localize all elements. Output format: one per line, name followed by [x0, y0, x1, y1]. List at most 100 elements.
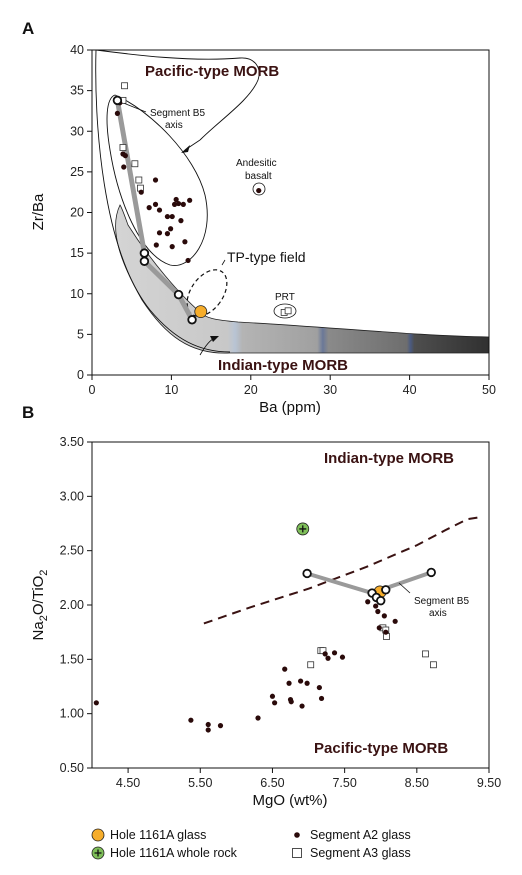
legend-label-3: Segment A3 glass: [310, 846, 411, 860]
indian-arrow-head: [210, 336, 219, 342]
segment-a2-point: [217, 723, 224, 729]
panel-b-ytick-label: 2.50: [60, 544, 84, 558]
segment-a3-point: [307, 661, 315, 669]
segment-a2-point: [185, 257, 191, 264]
segment-a2-point: [156, 207, 163, 213]
segment-a2-point: [205, 727, 211, 733]
plus-icon: [299, 525, 307, 533]
segment-a3-point: [135, 176, 143, 184]
panel-b-ytick-label: 1.50: [60, 652, 84, 666]
segment-a2-point: [156, 230, 163, 236]
segment-a2-point: [178, 218, 184, 224]
panel-a-xtick-label: 50: [482, 383, 496, 397]
pacific-arrow-head: [181, 145, 190, 153]
segment-a2-point: [164, 231, 171, 237]
legend-label-2: Hole 1161A whole rock: [110, 846, 238, 860]
legend-open-square: [292, 848, 302, 858]
segment-a2-point: [180, 201, 186, 207]
segment-a2-point: [93, 700, 99, 706]
segment-a2-point: [316, 684, 322, 691]
segment-b5-point: [187, 315, 197, 325]
panel-a-xtick-label: 10: [164, 383, 178, 397]
panel-b-xtick-label: 9.50: [477, 776, 501, 790]
pacific-type-outline-upper: [95, 49, 260, 141]
panel-a-ytick-label: 20: [70, 206, 84, 220]
tp-label: TP-type field: [227, 249, 306, 265]
panel-b-ytick-label: 3.50: [60, 435, 84, 449]
panel-a-xtick-label: 20: [244, 383, 258, 397]
tp-type-field: [186, 269, 228, 317]
segment-b5-point: [302, 568, 312, 579]
segment-a2-point: [282, 666, 288, 672]
segment-a2-point: [187, 197, 193, 203]
segment-a3-point: [121, 82, 128, 90]
panel-b-ytick-label: 2.00: [60, 598, 84, 612]
segment-a2-point: [152, 177, 159, 183]
segment-a2-point: [169, 213, 175, 220]
panel-a-xtick-label: 40: [403, 383, 417, 397]
segment-a2-point: [205, 721, 211, 728]
segment-a2-point: [122, 153, 128, 159]
panel-b-xtick-label: 4.50: [116, 776, 140, 790]
segment-a2-point: [255, 715, 261, 721]
prt-label: PRT: [275, 292, 295, 303]
panel-b-xtick-label: 5.50: [188, 776, 212, 790]
panel-a-ytick-label: 0: [77, 368, 84, 382]
segment-a2-point: [286, 680, 292, 686]
segment-a2-point: [365, 599, 371, 605]
segment-a2-point: [152, 201, 159, 207]
panel-b-xtick-label: 8.50: [405, 776, 429, 790]
segment-a2-point: [121, 164, 127, 170]
segment-b5-label-b2: axis: [429, 608, 447, 619]
segment-b5-point: [381, 585, 391, 595]
panel-a-ytick-label: 25: [70, 165, 84, 179]
panel-a-ytick-label: 30: [70, 124, 84, 138]
panel-a-marks: [112, 82, 292, 325]
andesitic-label-2: basalt: [245, 171, 272, 182]
legend: Hole 1161A glass Segment A2 glass Hole 1…: [91, 828, 411, 860]
indian-pacific-boundary: [203, 515, 482, 625]
panel-b-ytick-label: 3.00: [60, 489, 84, 503]
pacific-label-a: Pacific-type MORB: [145, 63, 279, 80]
andesitic-basalt-point: [256, 187, 262, 194]
segment-a2-point: [182, 239, 188, 245]
segment-b5-point: [376, 595, 386, 606]
segment-b5-point: [139, 248, 150, 258]
panel-a-ytick-label: 40: [70, 43, 84, 57]
segment-a2-point: [164, 213, 171, 220]
panel-b-ticks: 4.50 5.50 6.50 7.50 8.50 9.50 0.50 1.00 1.50 2.00…: [60, 435, 502, 790]
panel-b-xlabel: MgO (wt%): [253, 792, 328, 809]
tp-type-leader: [221, 259, 226, 266]
panel-a-ytick-label: 10: [70, 287, 84, 301]
segment-a2-point: [322, 651, 328, 657]
legend-label-0: Hole 1161A glass: [110, 828, 206, 842]
segment-a2-point: [298, 678, 304, 684]
panel-a-xtick-label: 0: [89, 383, 96, 397]
legend-black-dot: [294, 832, 300, 838]
segment-a2-point: [153, 242, 159, 248]
segment-b5-point: [139, 256, 150, 266]
segment-a2-point: [331, 650, 338, 656]
segment-b5-point: [112, 95, 123, 106]
segment-b5-label-b1: Segment B5: [414, 596, 469, 607]
segment-a2-point: [304, 680, 310, 686]
segment-a2-point: [173, 196, 179, 203]
panel-a-xlabel: Ba (ppm): [259, 399, 321, 416]
segment-a3-point: [422, 650, 429, 658]
segment-a3-point: [430, 661, 437, 669]
segment-a2-point: [146, 205, 152, 211]
panel-b-ylabel: Na2O/TiO2: [30, 570, 50, 641]
segment-a2-point: [114, 110, 121, 116]
segment-a2-point: [373, 603, 379, 609]
panel-a-ticks: 0 10 20 30 40 50 0 5 10 15 20 25 30 35 40: [70, 43, 496, 397]
prt-outline: [273, 303, 297, 319]
segment-a2-point: [175, 200, 182, 207]
segment-a2-point: [383, 629, 389, 635]
segment-a3-point: [119, 144, 127, 151]
segment-a2-point: [169, 244, 175, 250]
panel-a-ylabel: Zr/Ba: [30, 193, 47, 230]
segment-a2-point: [288, 699, 294, 705]
segment-a2-point: [138, 189, 144, 195]
segment-b5-label-1: Segment B5: [150, 108, 205, 119]
